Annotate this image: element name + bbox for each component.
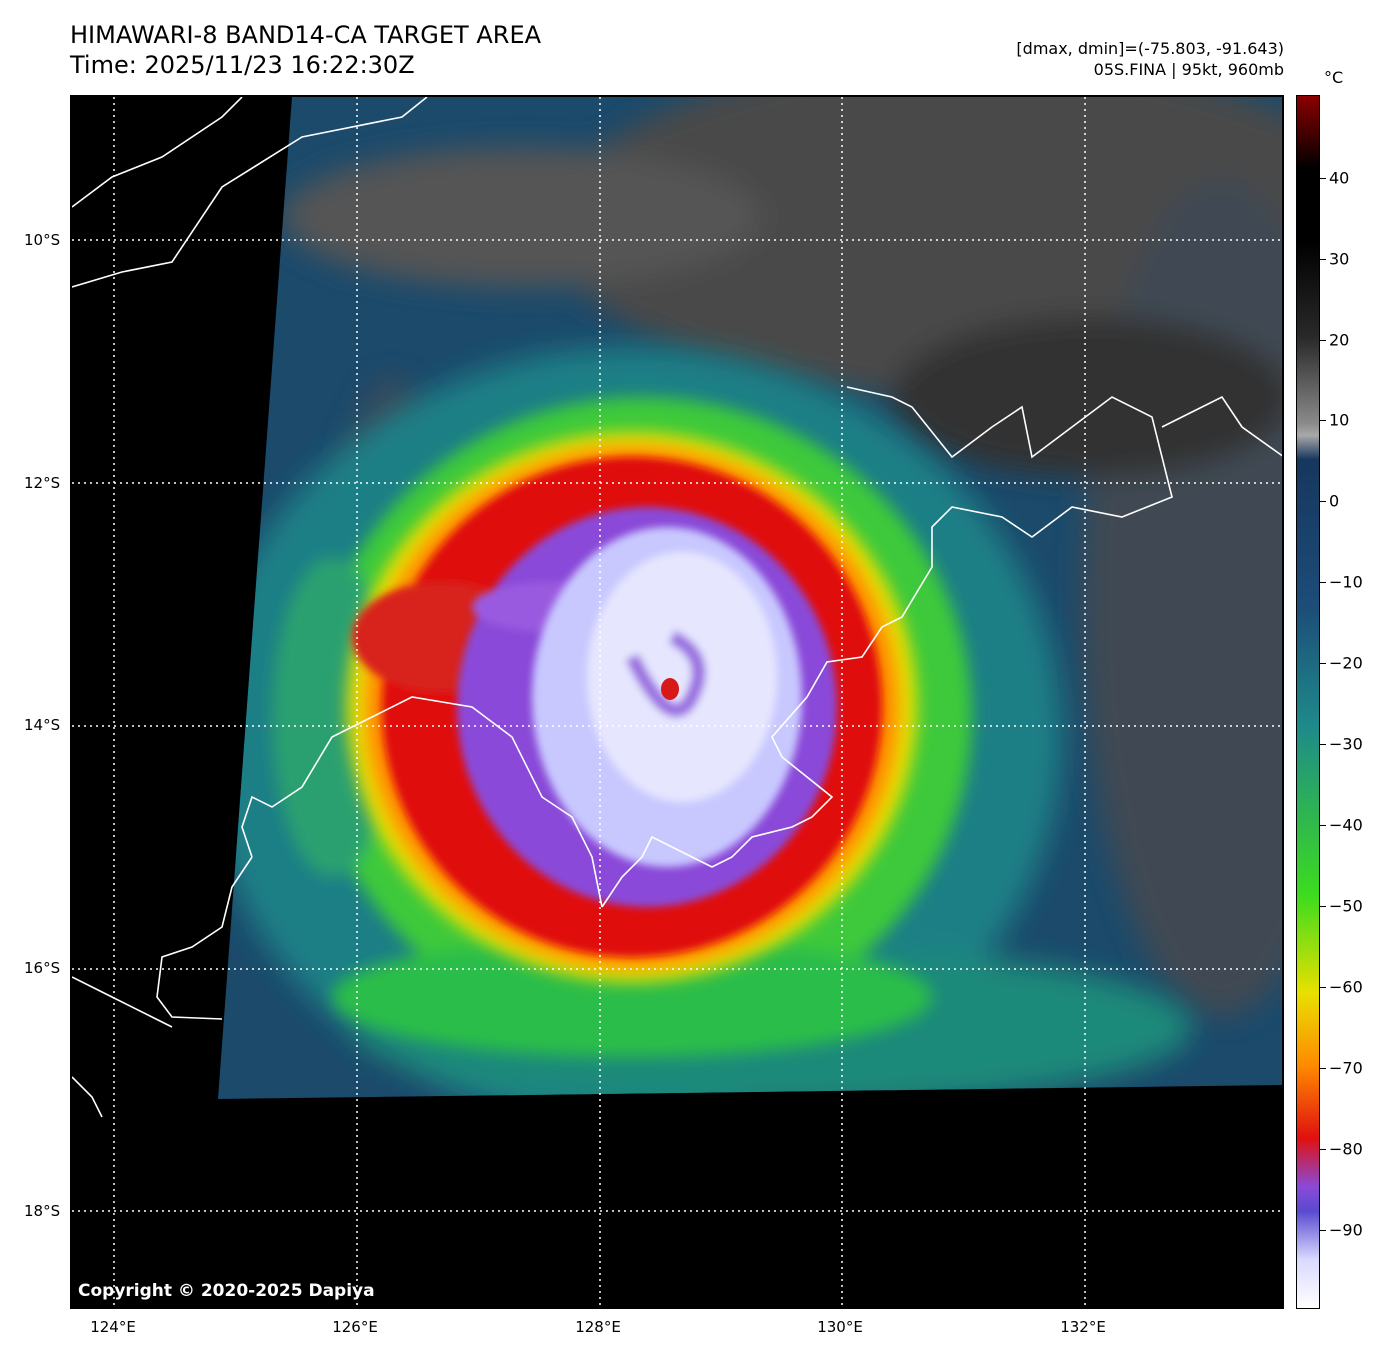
colorbar-unit: °C: [1324, 68, 1344, 87]
colorbar-tick: [1320, 987, 1326, 988]
colorbar-tick-label: −20: [1329, 653, 1363, 673]
colorbar-tick-label: −70: [1329, 1058, 1363, 1078]
colorbar-tick-label: 0: [1329, 491, 1340, 511]
lon-label: 132°E: [1060, 1318, 1106, 1336]
colorbar-tick-label: 40: [1329, 168, 1350, 188]
colorbar-tick-label: 10: [1329, 410, 1350, 430]
lat-label: 16°S: [24, 959, 61, 977]
lon-label: 130°E: [817, 1318, 863, 1336]
colorbar-tick: [1320, 1230, 1326, 1231]
satellite-map: Copyright © 2020-2025 Dapiya: [70, 95, 1284, 1309]
colorbar-tick-label: 30: [1329, 249, 1350, 269]
graticule: [72, 97, 1282, 1307]
colorbar-tick: [1320, 178, 1326, 179]
colorbar-tick-label: −30: [1329, 734, 1363, 754]
colorbar-tick: [1320, 1068, 1326, 1069]
colorbar: [1296, 95, 1320, 1309]
copyright-text: Copyright © 2020-2025 Dapiya: [78, 1281, 375, 1301]
lat-label: 12°S: [24, 474, 61, 492]
colorbar-tick-label: −80: [1329, 1139, 1363, 1159]
colorbar-tick: [1320, 906, 1326, 907]
title-line-2: Time: 2025/11/23 16:22:30Z: [70, 51, 415, 79]
lat-label: 18°S: [24, 1202, 61, 1220]
lat-label: 10°S: [24, 231, 61, 249]
storm-id-text: 05S.FINA | 95kt, 960mb: [1093, 60, 1284, 79]
colorbar-tick: [1320, 259, 1326, 260]
colorbar-tick-label: 20: [1329, 330, 1350, 350]
colorbar-tick: [1320, 1149, 1326, 1150]
storm-eye: [661, 678, 679, 700]
chart-title: HIMAWARI-8 BAND14-CA TARGET AREA Time: 2…: [70, 20, 541, 80]
lon-label: 128°E: [575, 1318, 621, 1336]
colorbar-tick-label: −50: [1329, 896, 1363, 916]
colorbar-tick: [1320, 340, 1326, 341]
colorbar-tick-label: −90: [1329, 1220, 1363, 1240]
colorbar-tick: [1320, 420, 1326, 421]
colorbar-tick: [1320, 663, 1326, 664]
colorbar-tick: [1320, 582, 1326, 583]
satellite-imagery: [72, 97, 1282, 1307]
dmax-dmin-text: [dmax, dmin]=(-75.803, -91.643): [1016, 39, 1284, 58]
colorbar-tick: [1320, 825, 1326, 826]
coastlines: [72, 97, 1282, 1118]
colorbar-tick: [1320, 744, 1326, 745]
lon-label: 126°E: [332, 1318, 378, 1336]
colorbar-tick-label: −40: [1329, 815, 1363, 835]
lon-label: 124°E: [90, 1318, 136, 1336]
colorbar-tick-label: −10: [1329, 572, 1363, 592]
colorbar-tick-label: −60: [1329, 977, 1363, 997]
colorbar-tick: [1320, 501, 1326, 502]
storm-info: [dmax, dmin]=(-75.803, -91.643) 05S.FINA…: [1016, 38, 1284, 80]
title-line-1: HIMAWARI-8 BAND14-CA TARGET AREA: [70, 21, 542, 49]
lat-label: 14°S: [24, 716, 61, 734]
